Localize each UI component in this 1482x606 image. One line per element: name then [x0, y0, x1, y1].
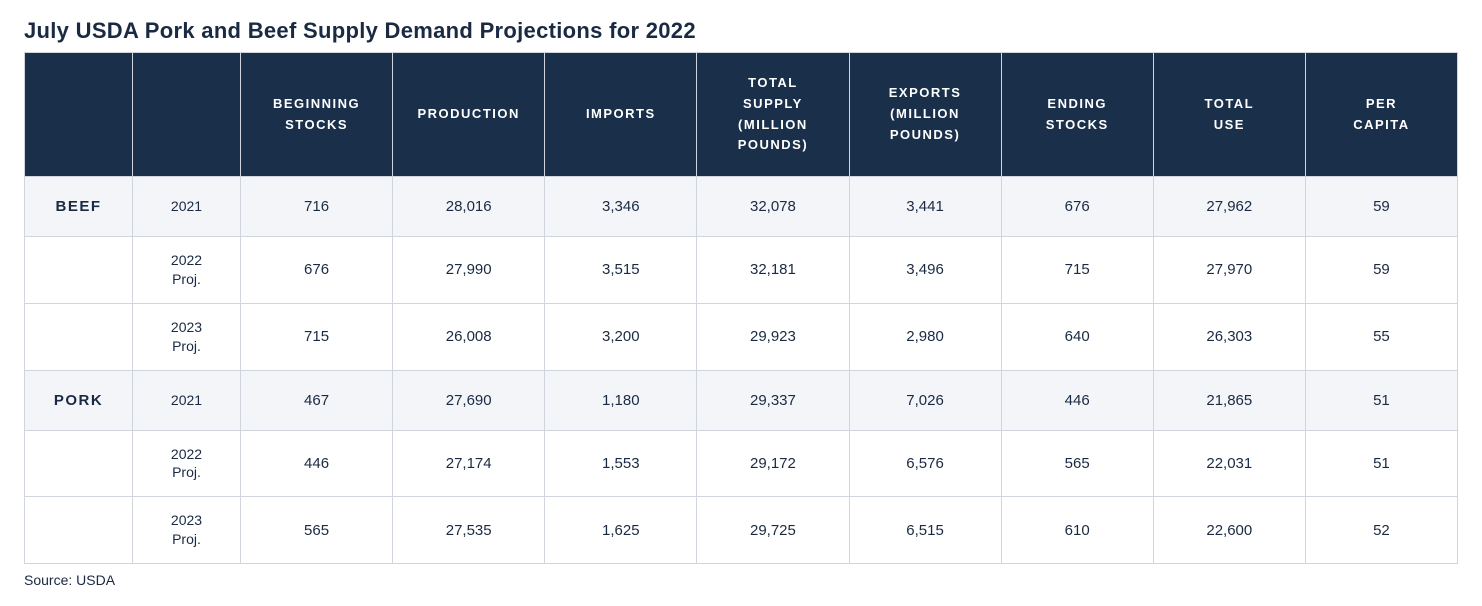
cell-value: 29,923 — [697, 303, 849, 370]
cell-value: 6,515 — [849, 497, 1001, 564]
cell-category: BEEF — [25, 177, 133, 237]
cell-value: 29,725 — [697, 497, 849, 564]
cell-value: 22,031 — [1153, 430, 1305, 497]
cell-value: 3,515 — [545, 237, 697, 304]
cell-year: 2023Proj. — [133, 497, 241, 564]
cell-value: 27,990 — [393, 237, 545, 304]
table-row: 2023Proj. 715 26,008 3,200 29,923 2,980 … — [25, 303, 1458, 370]
cell-value: 29,337 — [697, 370, 849, 430]
cell-year: 2023Proj. — [133, 303, 241, 370]
cell-value: 27,535 — [393, 497, 545, 564]
cell-value: 446 — [241, 430, 393, 497]
cell-value: 676 — [241, 237, 393, 304]
cell-category — [25, 303, 133, 370]
source-text: Source: USDA — [24, 572, 1458, 588]
cell-value: 28,016 — [393, 177, 545, 237]
col-year — [133, 53, 241, 177]
cell-value: 7,026 — [849, 370, 1001, 430]
cell-value: 610 — [1001, 497, 1153, 564]
table-row: 2022Proj. 676 27,990 3,515 32,181 3,496 … — [25, 237, 1458, 304]
cell-year: 2022Proj. — [133, 430, 241, 497]
cell-value: 27,970 — [1153, 237, 1305, 304]
col-imports: IMPORTS — [545, 53, 697, 177]
cell-value: 26,008 — [393, 303, 545, 370]
col-production: PRODUCTION — [393, 53, 545, 177]
cell-value: 3,496 — [849, 237, 1001, 304]
cell-category: PORK — [25, 370, 133, 430]
col-total-supply: TOTALSUPPLY(MILLIONPOUNDS) — [697, 53, 849, 177]
cell-value: 59 — [1305, 237, 1457, 304]
cell-value: 6,576 — [849, 430, 1001, 497]
cell-value: 2,980 — [849, 303, 1001, 370]
cell-value: 51 — [1305, 370, 1457, 430]
cell-value: 27,962 — [1153, 177, 1305, 237]
col-category — [25, 53, 133, 177]
cell-value: 1,180 — [545, 370, 697, 430]
cell-category — [25, 430, 133, 497]
cell-year: 2021 — [133, 177, 241, 237]
cell-value: 467 — [241, 370, 393, 430]
cell-value: 1,625 — [545, 497, 697, 564]
cell-value: 55 — [1305, 303, 1457, 370]
cell-value: 29,172 — [697, 430, 849, 497]
table-row: BEEF 2021 716 28,016 3,346 32,078 3,441 … — [25, 177, 1458, 237]
cell-value: 565 — [241, 497, 393, 564]
cell-value: 715 — [241, 303, 393, 370]
cell-value: 32,181 — [697, 237, 849, 304]
table-header-row: BEGINNINGSTOCKS PRODUCTION IMPORTS TOTAL… — [25, 53, 1458, 177]
page-title: July USDA Pork and Beef Supply Demand Pr… — [24, 18, 1458, 44]
cell-value: 32,078 — [697, 177, 849, 237]
cell-value: 1,553 — [545, 430, 697, 497]
cell-value: 59 — [1305, 177, 1457, 237]
cell-value: 27,174 — [393, 430, 545, 497]
cell-value: 446 — [1001, 370, 1153, 430]
cell-year: 2021 — [133, 370, 241, 430]
supply-demand-table: BEGINNINGSTOCKS PRODUCTION IMPORTS TOTAL… — [24, 52, 1458, 564]
cell-category — [25, 237, 133, 304]
cell-value: 21,865 — [1153, 370, 1305, 430]
cell-value: 22,600 — [1153, 497, 1305, 564]
table-row: 2023Proj. 565 27,535 1,625 29,725 6,515 … — [25, 497, 1458, 564]
col-total-use: TOTALUSE — [1153, 53, 1305, 177]
cell-value: 640 — [1001, 303, 1153, 370]
cell-value: 715 — [1001, 237, 1153, 304]
cell-year: 2022Proj. — [133, 237, 241, 304]
cell-value: 3,346 — [545, 177, 697, 237]
cell-value: 52 — [1305, 497, 1457, 564]
cell-value: 26,303 — [1153, 303, 1305, 370]
cell-value: 51 — [1305, 430, 1457, 497]
table-row: 2022Proj. 446 27,174 1,553 29,172 6,576 … — [25, 430, 1458, 497]
cell-category — [25, 497, 133, 564]
cell-value: 676 — [1001, 177, 1153, 237]
col-exports: EXPORTS(MILLIONPOUNDS) — [849, 53, 1001, 177]
col-beginning-stocks: BEGINNINGSTOCKS — [241, 53, 393, 177]
cell-value: 716 — [241, 177, 393, 237]
cell-value: 27,690 — [393, 370, 545, 430]
col-per-capita: PERCAPITA — [1305, 53, 1457, 177]
cell-value: 3,441 — [849, 177, 1001, 237]
cell-value: 565 — [1001, 430, 1153, 497]
table-row: PORK 2021 467 27,690 1,180 29,337 7,026 … — [25, 370, 1458, 430]
cell-value: 3,200 — [545, 303, 697, 370]
col-ending-stocks: ENDINGSTOCKS — [1001, 53, 1153, 177]
